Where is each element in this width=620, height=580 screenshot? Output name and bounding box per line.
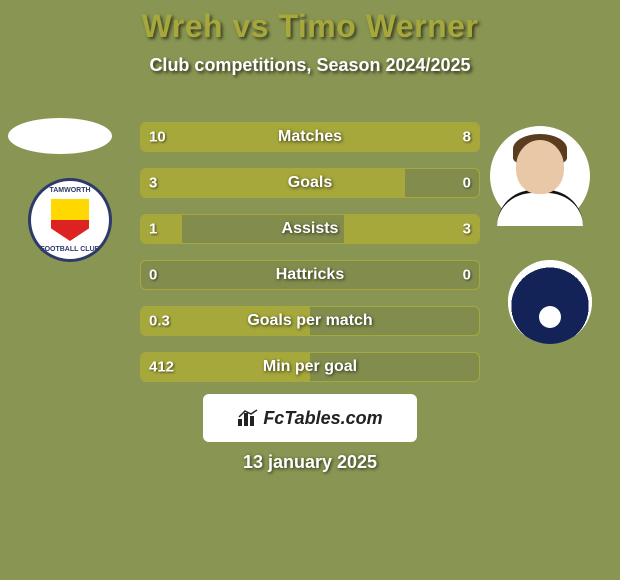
stat-value-right: 0 [463, 267, 471, 284]
stat-row: 412 Min per goal [140, 352, 480, 382]
player-left-photo [8, 118, 112, 154]
player-right-photo [490, 126, 590, 226]
stat-row: 10 Matches 8 [140, 122, 480, 152]
player-right-shirt-icon [497, 190, 583, 226]
page-title: Wreh vs Timo Werner [0, 0, 620, 45]
brand-chart-icon [237, 409, 259, 427]
subtitle: Club competitions, Season 2024/2025 [0, 55, 620, 76]
stat-label: Goals [141, 174, 479, 192]
stat-label: Goals per match [141, 312, 479, 330]
brand-text: FcTables.com [263, 408, 382, 429]
stat-label: Min per goal [141, 358, 479, 376]
badge-left-text-bottom: FOOTBALL CLUB [31, 246, 109, 253]
stat-value-right: 0 [463, 175, 471, 192]
club-badge-left: TAMWORTH FOOTBALL CLUB [28, 178, 112, 262]
badge-right-inner-icon [508, 260, 592, 344]
brand-link[interactable]: FcTables.com [203, 394, 417, 442]
stat-row: 0.3 Goals per match [140, 306, 480, 336]
stat-row: 0 Hattricks 0 [140, 260, 480, 290]
stats-area: 10 Matches 8 3 Goals 0 1 Assists 3 0 Hat… [140, 122, 480, 398]
stat-label: Hattricks [141, 266, 479, 284]
badge-left-text-top: TAMWORTH [31, 187, 109, 194]
stat-value-right: 8 [463, 129, 471, 146]
stat-row: 1 Assists 3 [140, 214, 480, 244]
comparison-card: Wreh vs Timo Werner Club competitions, S… [0, 0, 620, 580]
stat-value-right: 3 [463, 221, 471, 238]
date-text: 13 january 2025 [0, 452, 620, 473]
club-badge-right [508, 260, 592, 344]
badge-left-shield-icon [51, 199, 89, 241]
stat-label: Assists [141, 220, 479, 238]
badge-right-ball-icon [539, 306, 561, 328]
stat-row: 3 Goals 0 [140, 168, 480, 198]
stat-label: Matches [141, 128, 479, 146]
player-right-head-icon [516, 140, 564, 194]
